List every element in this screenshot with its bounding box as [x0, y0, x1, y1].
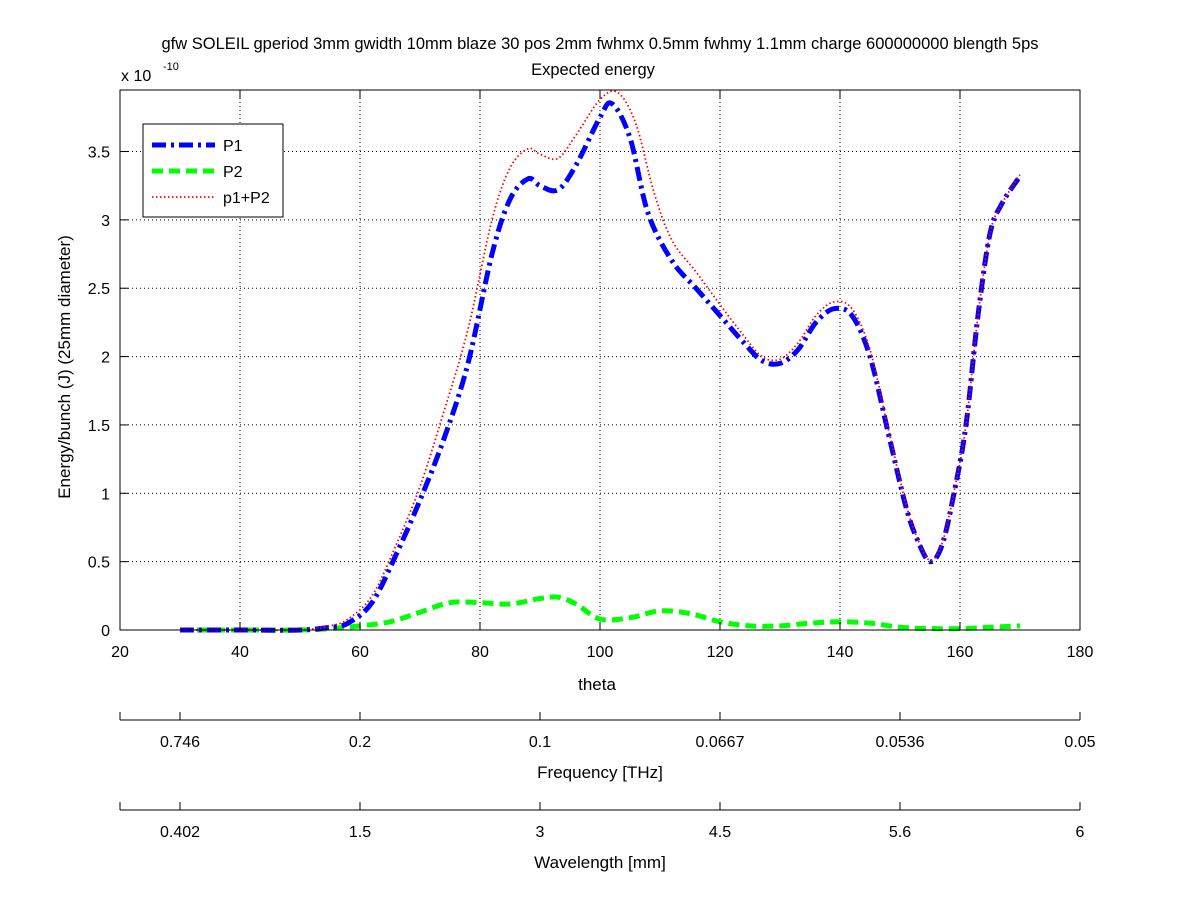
series-lines [180, 90, 1023, 633]
x-axis-ticks: 20 40 60 80 100 120 140 160 180 [111, 90, 1093, 661]
y-exponent-power: -10 [163, 61, 179, 73]
x-tick-label: 40 [231, 644, 249, 661]
x-tick-label: 140 [827, 644, 854, 661]
y-axis-ticks: 0 0.5 1 1.5 2 2.5 3 3.5 [88, 145, 1080, 640]
secondary-tick-label: 0.0667 [696, 734, 745, 751]
series-line-p1 [180, 100, 1023, 633]
secondary-tick-label: 5.6 [889, 824, 911, 841]
y-tick-label: 3.5 [88, 145, 110, 162]
x-tick-label: 100 [587, 644, 614, 661]
y-axis-label: Energy/bunch (J) (25mm diameter) [55, 235, 74, 499]
secondary-tick-label: 0.746 [160, 734, 200, 751]
secondary-tick-label: 4.5 [709, 824, 731, 841]
y-tick-label: 0.5 [88, 555, 110, 572]
secondary-tick-label: 0.0536 [876, 734, 925, 751]
y-tick-label: 0 [101, 623, 110, 640]
secondary-axis-label: Wavelength [mm] [534, 853, 666, 872]
y-exponent: x 10 -10 [121, 61, 179, 85]
secondary-tick-label: 6 [1076, 824, 1085, 841]
legend-label: P2 [223, 164, 243, 181]
x-tick-label: 120 [707, 644, 734, 661]
series-line-p2 [180, 594, 1021, 633]
x-tick-label: 60 [351, 644, 369, 661]
y-tick-label: 1 [101, 486, 110, 503]
chart-title: gfw SOLEIL gperiod 3mm gwidth 10mm blaze… [161, 35, 1038, 53]
y-tick-label: 2 [101, 350, 110, 367]
secondary-tick-label: 1.5 [349, 824, 371, 841]
x-tick-label: 80 [471, 644, 489, 661]
y-tick-label: 2.5 [88, 281, 110, 298]
grid-lines [120, 90, 1080, 630]
secondary-tick-label: 0.402 [160, 824, 200, 841]
secondary-axes: 0.746 0.2 0.1 0.0667 0.0536 0.05 Frequency [TH… [119, 712, 1096, 872]
series-line-p1-p2 [180, 90, 1021, 632]
x-tick-label: 180 [1067, 644, 1094, 661]
secondary-tick-label: 0.05 [1064, 734, 1095, 751]
secondary-tick-label: 0.1 [529, 734, 551, 751]
secondary-tick-label: 0.2 [349, 734, 371, 751]
legend-label: p1+P2 [223, 190, 270, 207]
y-exponent-base: x 10 [121, 68, 151, 85]
x-tick-label: 160 [947, 644, 974, 661]
y-tick-label: 3 [101, 213, 110, 230]
secondary-axis-label: Frequency [THz] [537, 763, 663, 782]
legend: P1 P2 p1+P2 [142, 123, 284, 218]
chart-subtitle: Expected energy [531, 61, 656, 79]
secondary-tick-label: 3 [536, 824, 545, 841]
legend-label: P1 [223, 138, 243, 155]
x-tick-label: 20 [111, 644, 129, 661]
y-tick-label: 1.5 [88, 418, 110, 435]
x-axis-label: theta [578, 675, 616, 694]
